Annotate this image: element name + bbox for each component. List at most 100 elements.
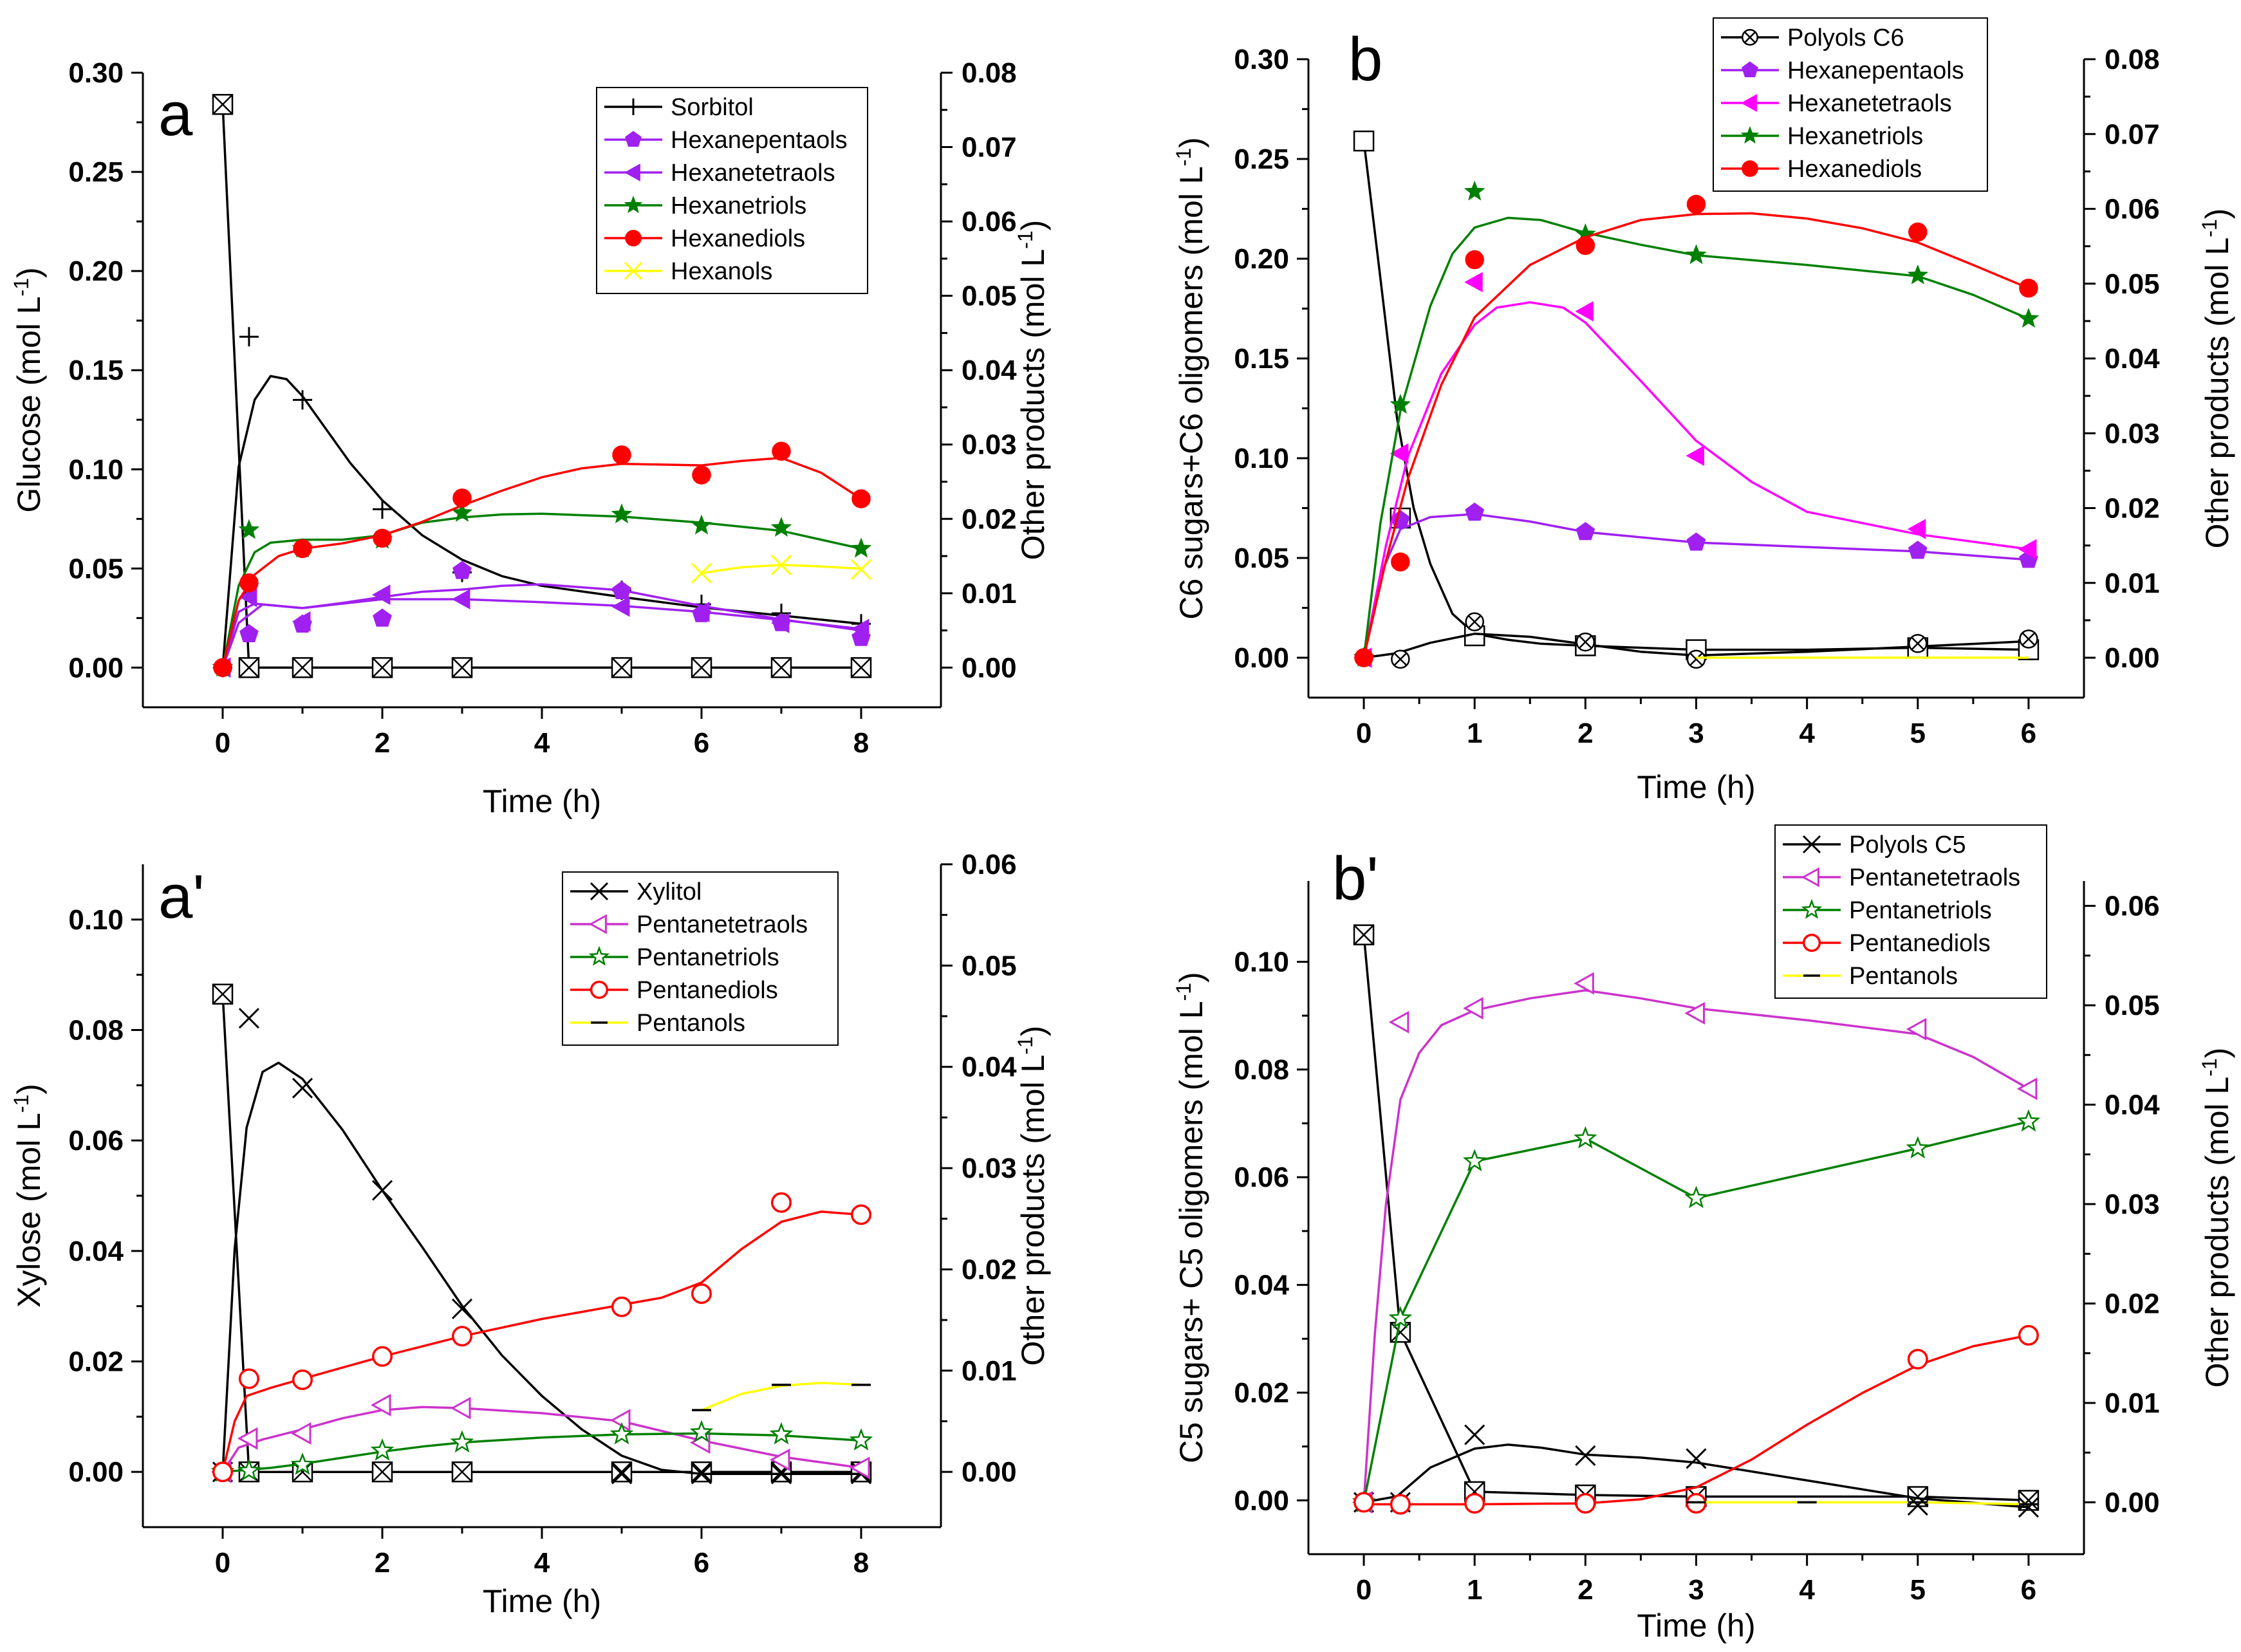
panel-a-legend-item: Hexanediols [604,225,805,252]
panel-b-ytick-left-label: 0.25 [1234,144,1289,175]
panel-a-legend-marker [624,163,640,181]
panel-b-point-polyols-c6-cross [1911,636,1925,651]
panel-a-prime-point-xylose [451,1461,473,1483]
panel-a-prime-point-pentanediols [238,1368,259,1389]
panel-b-point-hexanepentaols [1686,532,1706,551]
panel-a-prime-label: a' [158,862,205,931]
panel-a-prime-point-pentanetriols [689,1420,714,1443]
panel-b-point-polyols-c6-cross [1689,652,1703,666]
panel-b-point-polyols-c6-cross [2022,632,2036,646]
panel-b-prime-xtick-label: 3 [1688,1574,1704,1606]
panel-a-label: a [158,80,193,149]
panel-a-prime-legend-item: Pentanols [570,1010,745,1037]
panel-a-point-sorbitol [239,327,259,347]
panel-a-ytick-right-label: 0.04 [962,355,1017,386]
panel-a-ytick-left-label: 0.30 [68,57,124,89]
panel-a-prime-legend-marker [588,914,607,934]
panel-b-prime-legend-item: Pentanetriols [1783,897,1992,924]
panel-b-prime-point-polyols-c5 [1575,1445,1596,1466]
panel-b-prime-legend-label: Pentanols [1849,963,1958,990]
panel-b-ytick-left-label: 0.05 [1234,543,1289,574]
panel-b-ytick-right-label: 0.01 [2105,568,2160,599]
panel-a-ytick-left-label: 0.20 [68,255,124,287]
panel-a-prime-point-pentanediols [372,1346,393,1367]
panel-b-prime-series-pentanetetraols [1352,972,2038,1514]
panel-a-point-hexanepentaols [612,580,631,599]
panel-b-prime-legend-item: Polyols C5 [1783,831,1966,858]
panel-b-legend-marker-cross [1744,31,1756,44]
panel-b-point-polyols-c6 [2019,629,2038,649]
panel-a-point-hexanetriols [691,514,712,535]
panel-a-legend-item: Sorbitol [604,94,754,121]
panel-b-prime-line-polyols-c5 [1363,1443,2029,1508]
panel-a-legend-marker [625,131,642,147]
panel-b-prime-y-axis-title-left: C5 sugars+ C5 oligomers (mol L-1) [1172,972,1209,1463]
panel-a-prime-series-pentanetetraols [210,1393,870,1483]
panel-b-prime-point-polyols-c5 [2018,1497,2039,1518]
panel-a-prime-point-pentanediols [771,1192,792,1213]
panel-a-prime-xtick-label: 0 [215,1547,230,1579]
panel-b-legend-label: Hexanetetraols [1787,90,1952,117]
panel-a-ytick-right-label: 0.06 [962,206,1017,237]
panel-a-prime-point-xylose [371,1461,393,1483]
panel-a-xtick-label: 6 [694,727,709,759]
panel-a-ytick-left-label: 0.10 [68,454,124,485]
panel-a-prime-axes: 0 2 4 6 8 0.00 0.02 0.04 0.06 0.08 0.10 0.00 0.01 0.0… [68,849,1017,1579]
panel-b-prime: 0 1 2 3 4 5 6 0.00 0.02 0.04 0.06 0.08 0.10 0.00 0.01 0… [1172,824,2235,1644]
panel-b-prime-line-pentanediols [1364,1334,2029,1506]
panel-a-prime-xtick-label: 4 [534,1547,550,1579]
panel-b-prime-point-pentanediols [1907,1348,1928,1369]
panel-b-prime-point-pentanetetraols [1463,997,1483,1020]
panel-b-prime-ytick-left-label: 0.06 [1234,1162,1289,1193]
panel-a-prime-series-xylose [212,983,872,1483]
panel-b-prime-legend-item: Pentanetetraols [1783,864,2020,891]
panel-b-ytick-right-label: 0.05 [2105,268,2160,300]
panel-b-prime-line-pentanetetraols [1362,989,2029,1503]
panel-a-y-axis-title-right: Other products (mol L-1) [1014,220,1051,561]
panel-b-point-hexanetriols [1907,264,1929,284]
panel-a-line-hexanepentaols [221,583,862,668]
panel-a-prime-ytick-left-label: 0.10 [68,904,124,936]
panel-b-point-hexanediols [1908,222,1928,242]
panel-a-prime-legend-marker [590,980,609,999]
panel-a-prime-xtick-label: 8 [853,1547,869,1579]
panel-a-point-hexanetriols [850,537,872,558]
panel-a-line-sorbitol [221,375,862,668]
panel-a-y-axis-title-left-close: ) [11,267,47,278]
panel-b-prime-legend-label: Pentanetriols [1849,897,1992,924]
panel-b-y-axis-title-right-close: ) [2199,209,2235,219]
panel-b-prime-point-pentanediols [1575,1492,1596,1514]
panel-b-prime-y-axis-title-left-close: ) [1173,972,1209,983]
panel-a-prime-line-xylitol [221,1061,861,1476]
panel-a-prime-legend-item: Pentanediols [570,977,778,1004]
panel-a-ytick-right-label: 0.07 [962,132,1017,163]
panel-a-prime-y-axis-title-left: Xylose (mol L-1) [10,1084,47,1308]
panel-a-point-hexanetriols [770,517,792,537]
panel-a-point-hexanetetraols [770,613,790,633]
panel-b-prime-legend-label: Polyols C5 [1849,831,1966,858]
panel-b-prime-legend-label: Pentanetetraols [1849,864,2020,891]
panel-b-point-polyols-c6 [1576,632,1595,652]
panel-b-prime-legend-marker [1801,867,1819,887]
panel-b-legend-marker [1740,94,1757,112]
panel-a-prime-xtick-label: 6 [694,1547,709,1579]
panel-a-ytick-right-label: 0.00 [962,652,1017,683]
panel-a-legend: Sorbitol Hexanepentaols Hexanetetraols Hexa… [596,87,868,294]
panel-b-point-hexanepentaols [1465,502,1485,521]
panel-b-prime-series-pentanetriols [1352,1109,2041,1513]
panel-a-legend-box [596,87,868,294]
panel-a-axes: 0 2 4 6 8 0.00 0.05 0.10 0.15 0.20 0.25 0.30 0.00 0.0… [68,57,1017,759]
panel-a-prime-ytick-right-label: 0.00 [962,1456,1017,1488]
panel-b-point-hexanetriols [1390,393,1411,414]
panel-b-y-axis-title-left-exp: -1 [1172,148,1195,166]
panel-a-prime-point-pentanediols [851,1204,871,1225]
panel-a-point-sorbitol [373,499,392,519]
panel-a-point-glucose [770,657,792,678]
panel-b-ytick-left-label: 0.30 [1234,44,1289,75]
panel-b-prime-point-c5-sugars-c5-oligomers [1390,1321,1411,1343]
panel-b-prime-series-pentanediols [1353,1324,2039,1515]
panel-b-axes: 0 1 2 3 4 5 6 0.00 0.05 0.10 0.15 0.20 0.25 0.30 0.00 0… [1234,44,2160,749]
panel-a-ytick-left-label: 0.00 [68,652,124,683]
panel-a-prime-ytick-right-label: 0.01 [962,1355,1017,1387]
